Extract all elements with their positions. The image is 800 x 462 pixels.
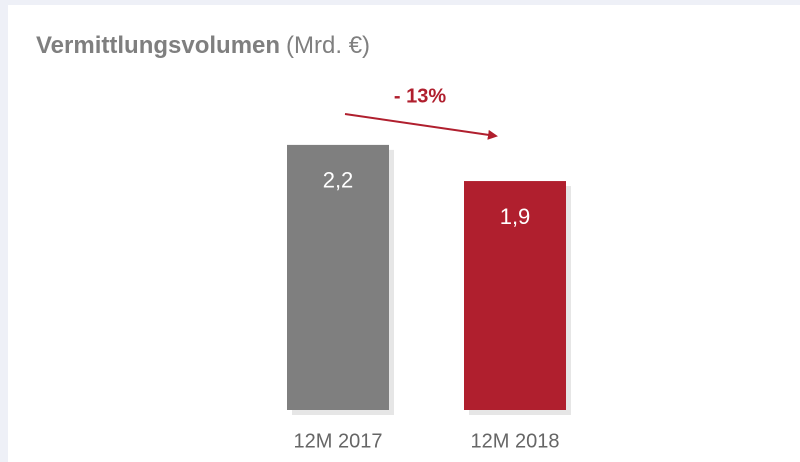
value-label: 1,9	[500, 204, 531, 229]
trend-arrow	[344, 113, 498, 140]
bar	[464, 181, 566, 410]
card	[8, 5, 800, 462]
title-main: Vermittlungsvolumen	[36, 32, 280, 59]
change-annotation: - 13%	[394, 85, 446, 107]
x-tick-label: 12M 2018	[471, 430, 560, 452]
chart-title: Vermittlungsvolumen (Mrd. €)	[36, 32, 370, 59]
value-label: 2,2	[323, 168, 354, 193]
title-unit: (Mrd. €)	[286, 32, 370, 59]
bar	[287, 144, 389, 410]
x-tick-label: 12M 2017	[294, 430, 383, 452]
